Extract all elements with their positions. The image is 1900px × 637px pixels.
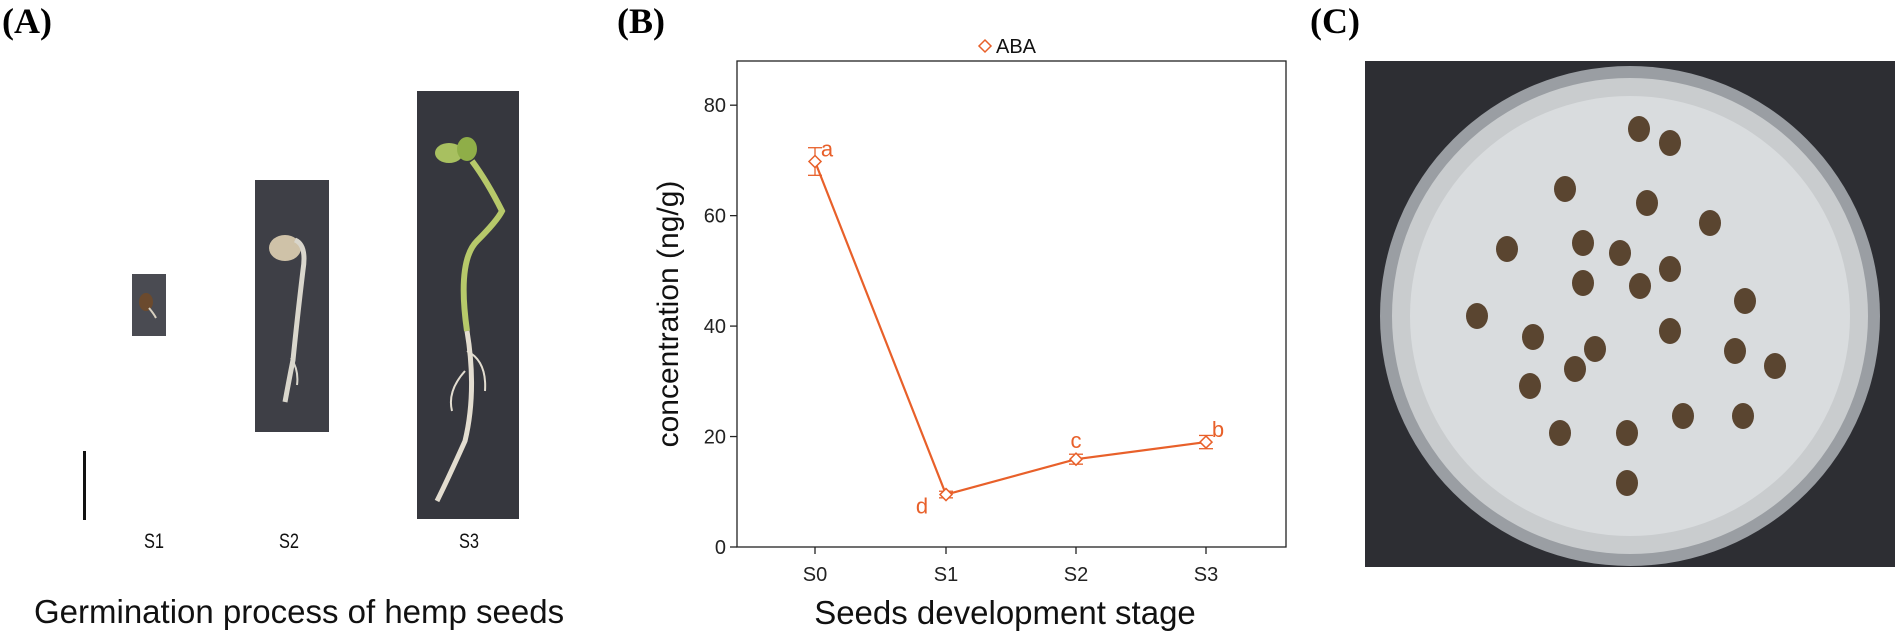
y-tick-label: 20: [704, 427, 726, 449]
significance-letter: d: [916, 494, 928, 519]
seed-photo-s1: [132, 274, 166, 336]
y-tick-label: 80: [704, 95, 726, 117]
panel-a-caption: Germination process of hemp seeds: [34, 593, 565, 630]
scale-bar: [83, 451, 86, 520]
aba-chart: 0 20 40 60 80 S0 S1 S2 S3 Seeds development stage…: [652, 36, 1287, 631]
seedling-s2-image: [269, 235, 307, 403]
petri-dish-image: [1380, 66, 1880, 566]
data-point-S1: [938, 487, 954, 502]
seed-photo-s2: [255, 180, 329, 432]
petri-dish-photo: [1365, 61, 1895, 567]
series-line-aba: [813, 161, 1207, 496]
x-axis-label: Seeds development stage: [814, 594, 1196, 631]
x-tick-label: S2: [1064, 564, 1088, 586]
stage-label-s3: S3: [459, 530, 480, 553]
seed-s1-image: [139, 293, 157, 319]
stage-label-s1: S1: [144, 530, 165, 553]
data-point-S2: [1068, 452, 1084, 467]
y-axis-label: concentration (ng/g): [652, 181, 685, 448]
panel-c-label: (C): [1310, 1, 1360, 41]
y-tick-label: 60: [704, 206, 726, 228]
panel-b-label: (B): [617, 1, 665, 41]
significance-letter: a: [821, 137, 834, 162]
significance-letter: c: [1071, 428, 1082, 453]
x-tick-label: S1: [934, 564, 958, 586]
data-point-S3: [1198, 435, 1214, 450]
data-point-S0: [807, 154, 823, 169]
seed-photo-s3: [417, 91, 519, 519]
x-tick-label: S3: [1194, 564, 1218, 586]
legend-marker: [977, 38, 993, 54]
plot-frame: [736, 60, 1287, 548]
seedling-s3-image: [434, 137, 506, 503]
x-tick-label: S0: [803, 564, 827, 586]
legend-label-aba: ABA: [996, 36, 1037, 58]
y-tick-label: 0: [715, 537, 726, 559]
stage-label-s2: S2: [279, 530, 300, 553]
y-tick-label: 40: [704, 316, 726, 338]
panel-a-label: (A): [2, 1, 52, 41]
significance-letter: b: [1212, 417, 1224, 442]
